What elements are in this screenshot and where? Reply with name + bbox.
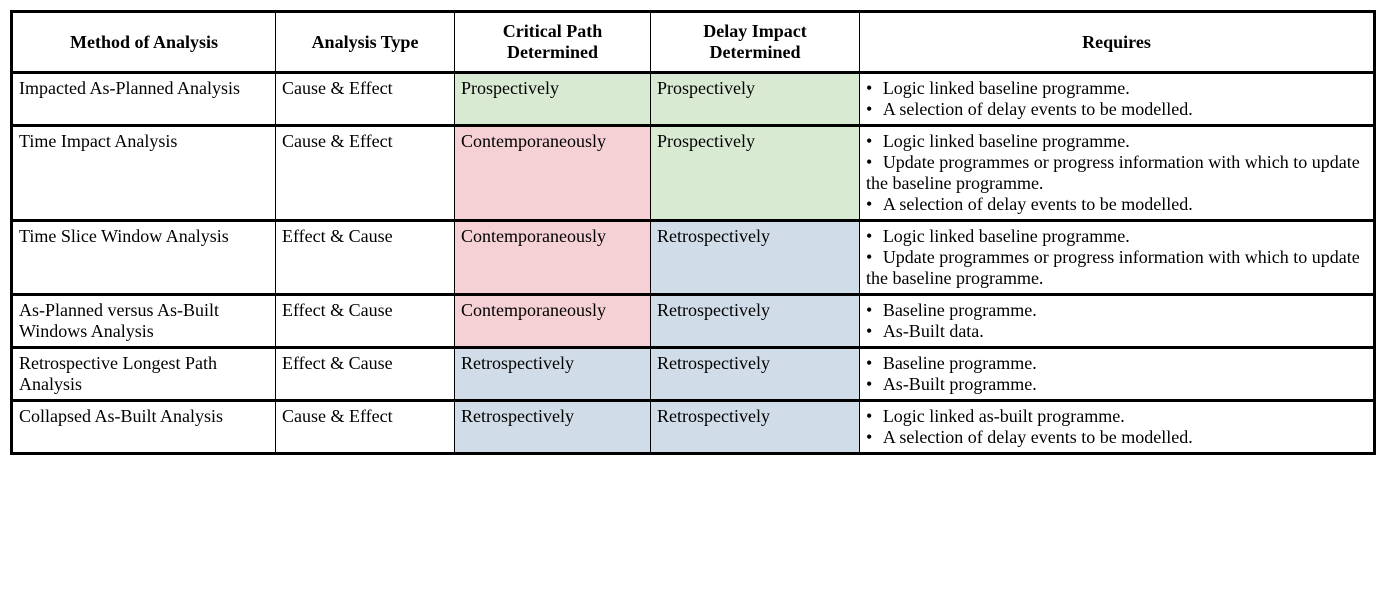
- requires-item: • Update programmes or progress informat…: [866, 247, 1367, 289]
- bullet-icon: •: [866, 321, 883, 341]
- cell-method: Time Slice Window Analysis: [12, 221, 276, 295]
- requires-item-text: A selection of delay events to be modell…: [883, 427, 1193, 447]
- requires-item: • As-Built data.: [866, 321, 1367, 342]
- cell-critical-path: Contemporaneously: [455, 295, 651, 348]
- cell-type: Effect & Cause: [276, 348, 455, 401]
- cell-delay-impact: Retrospectively: [651, 348, 860, 401]
- bullet-icon: •: [866, 226, 883, 246]
- header-delay-impact: Delay Impact Determined: [651, 12, 860, 73]
- requires-item-text: Logic linked baseline programme.: [883, 226, 1130, 246]
- bullet-icon: •: [866, 300, 883, 320]
- analysis-methods-table: Method of Analysis Analysis Type Critica…: [10, 10, 1376, 455]
- requires-list: • Logic linked as-built programme.• A se…: [866, 406, 1367, 448]
- requires-list: • Logic linked baseline programme.• Upda…: [866, 226, 1367, 289]
- requires-list: • Baseline programme.• As-Built data.: [866, 300, 1367, 342]
- cell-requires: • Logic linked as-built programme.• A se…: [860, 401, 1375, 454]
- requires-item-text: Update programmes or progress informatio…: [866, 247, 1360, 288]
- bullet-icon: •: [866, 194, 883, 214]
- header-critical-path: Critical Path Determined: [455, 12, 651, 73]
- cell-method: Collapsed As-Built Analysis: [12, 401, 276, 454]
- requires-item-text: Logic linked as-built programme.: [883, 406, 1125, 426]
- requires-item: • Logic linked baseline programme.: [866, 78, 1367, 99]
- bullet-icon: •: [866, 374, 883, 394]
- cell-type: Cause & Effect: [276, 126, 455, 221]
- requires-item: • A selection of delay events to be mode…: [866, 427, 1367, 448]
- table-row: Retrospective Longest Path AnalysisEffec…: [12, 348, 1375, 401]
- header-method: Method of Analysis: [12, 12, 276, 73]
- bullet-icon: •: [866, 78, 883, 98]
- requires-item: • Logic linked as-built programme.: [866, 406, 1367, 427]
- requires-item: • Logic linked baseline programme.: [866, 226, 1367, 247]
- requires-item: • A selection of delay events to be mode…: [866, 194, 1367, 215]
- requires-item: • A selection of delay events to be mode…: [866, 99, 1367, 120]
- cell-delay-impact: Prospectively: [651, 73, 860, 126]
- requires-item: • Update programmes or progress informat…: [866, 152, 1367, 194]
- requires-item-text: Logic linked baseline programme.: [883, 131, 1130, 151]
- requires-list: • Logic linked baseline programme.• A se…: [866, 78, 1367, 120]
- cell-critical-path: Retrospectively: [455, 401, 651, 454]
- table-body: Impacted As-Planned AnalysisCause & Effe…: [12, 73, 1375, 454]
- cell-critical-path: Retrospectively: [455, 348, 651, 401]
- cell-type: Effect & Cause: [276, 221, 455, 295]
- requires-item-text: As-Built programme.: [883, 374, 1037, 394]
- cell-type: Cause & Effect: [276, 401, 455, 454]
- bullet-icon: •: [866, 353, 883, 373]
- cell-delay-impact: Retrospectively: [651, 221, 860, 295]
- requires-item-text: Logic linked baseline programme.: [883, 78, 1130, 98]
- header-requires: Requires: [860, 12, 1375, 73]
- requires-item-text: Update programmes or progress informatio…: [866, 152, 1360, 193]
- cell-critical-path: Contemporaneously: [455, 221, 651, 295]
- cell-delay-impact: Prospectively: [651, 126, 860, 221]
- analysis-methods-table-wrapper: Method of Analysis Analysis Type Critica…: [10, 10, 1375, 455]
- cell-method: Retrospective Longest Path Analysis: [12, 348, 276, 401]
- requires-item-text: Baseline programme.: [883, 353, 1037, 373]
- cell-method: As-Planned versus As-Built Windows Analy…: [12, 295, 276, 348]
- cell-requires: • Logic linked baseline programme.• Upda…: [860, 221, 1375, 295]
- cell-requires: • Baseline programme.• As-Built programm…: [860, 348, 1375, 401]
- requires-list: • Logic linked baseline programme.• Upda…: [866, 131, 1367, 215]
- bullet-icon: •: [866, 427, 883, 447]
- cell-method: Time Impact Analysis: [12, 126, 276, 221]
- table-row: Time Impact AnalysisCause & EffectContem…: [12, 126, 1375, 221]
- bullet-icon: •: [866, 247, 883, 267]
- requires-item-text: A selection of delay events to be modell…: [883, 99, 1193, 119]
- cell-critical-path: Prospectively: [455, 73, 651, 126]
- cell-requires: • Logic linked baseline programme.• Upda…: [860, 126, 1375, 221]
- bullet-icon: •: [866, 152, 883, 172]
- requires-item-text: A selection of delay events to be modell…: [883, 194, 1193, 214]
- requires-item: • Logic linked baseline programme.: [866, 131, 1367, 152]
- header-type: Analysis Type: [276, 12, 455, 73]
- requires-item: • Baseline programme.: [866, 300, 1367, 321]
- cell-delay-impact: Retrospectively: [651, 295, 860, 348]
- bullet-icon: •: [866, 131, 883, 151]
- table-row: Impacted As-Planned AnalysisCause & Effe…: [12, 73, 1375, 126]
- bullet-icon: •: [866, 406, 883, 426]
- requires-item-text: Baseline programme.: [883, 300, 1037, 320]
- table-row: Time Slice Window AnalysisEffect & Cause…: [12, 221, 1375, 295]
- cell-type: Effect & Cause: [276, 295, 455, 348]
- table-row: As-Planned versus As-Built Windows Analy…: [12, 295, 1375, 348]
- bullet-icon: •: [866, 99, 883, 119]
- table-header-row: Method of Analysis Analysis Type Critica…: [12, 12, 1375, 73]
- cell-requires: • Logic linked baseline programme.• A se…: [860, 73, 1375, 126]
- cell-method: Impacted As-Planned Analysis: [12, 73, 276, 126]
- table-row: Collapsed As-Built AnalysisCause & Effec…: [12, 401, 1375, 454]
- requires-item: • Baseline programme.: [866, 353, 1367, 374]
- cell-delay-impact: Retrospectively: [651, 401, 860, 454]
- cell-requires: • Baseline programme.• As-Built data.: [860, 295, 1375, 348]
- cell-critical-path: Contemporaneously: [455, 126, 651, 221]
- cell-type: Cause & Effect: [276, 73, 455, 126]
- requires-item: • As-Built programme.: [866, 374, 1367, 395]
- requires-list: • Baseline programme.• As-Built programm…: [866, 353, 1367, 395]
- requires-item-text: As-Built data.: [883, 321, 984, 341]
